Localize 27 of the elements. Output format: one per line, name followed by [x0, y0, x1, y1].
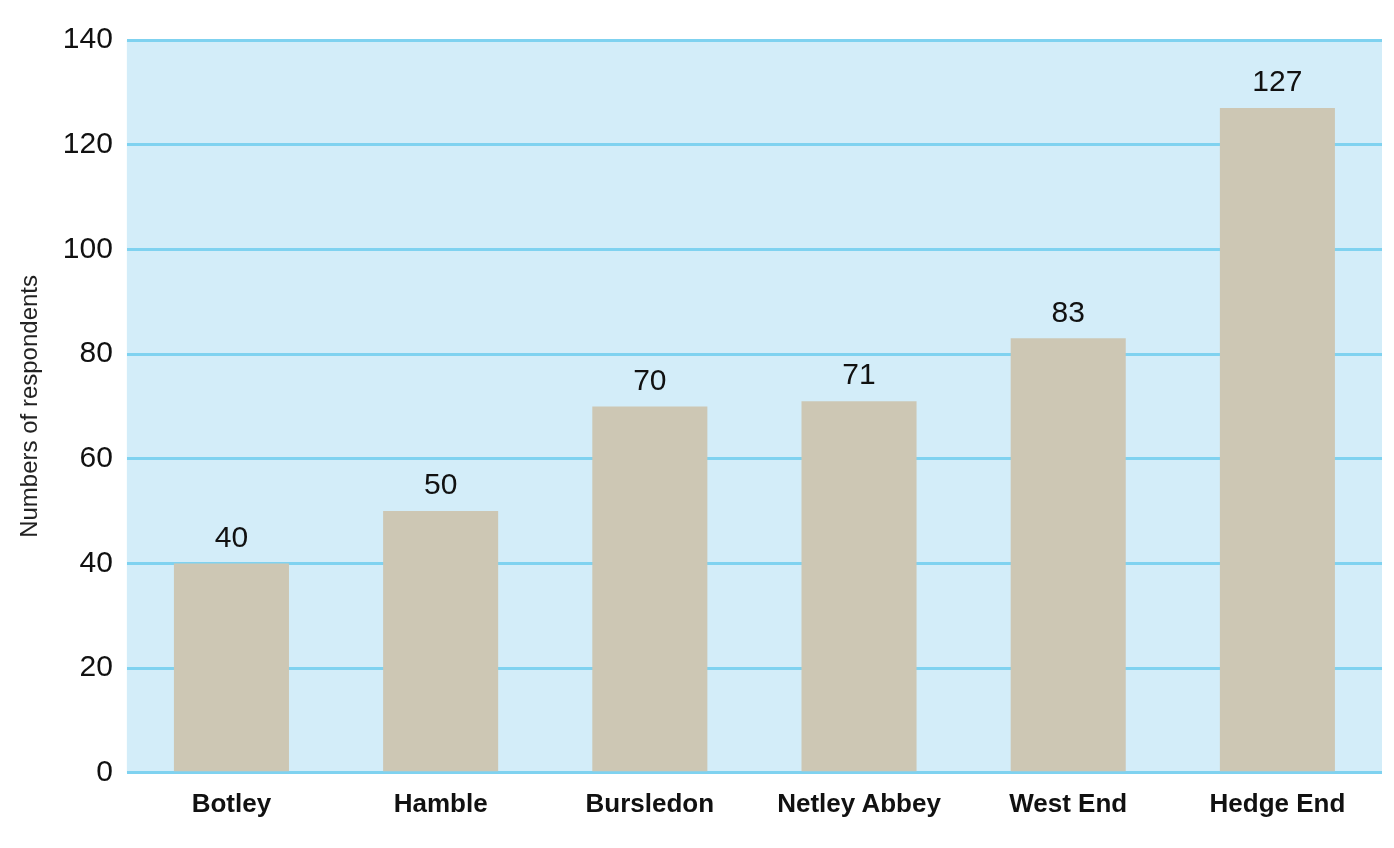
data-label: 127	[1252, 64, 1303, 98]
x-tick-label: Hedge End	[1209, 787, 1346, 818]
y-axis-title: Numbers of respondents	[15, 274, 43, 538]
y-tick-label: 0	[96, 754, 113, 788]
y-tick-label: 120	[62, 125, 113, 159]
bar	[592, 406, 708, 772]
bar	[383, 511, 499, 772]
y-tick-label: 80	[79, 335, 113, 369]
data-label: 50	[423, 467, 458, 501]
data-label: 70	[633, 362, 667, 396]
data-label: 83	[1051, 294, 1085, 328]
x-tick-label: Bursledon	[585, 787, 715, 818]
bar	[173, 563, 289, 772]
y-tick-label: 40	[79, 544, 113, 578]
y-tick-label: 100	[62, 230, 113, 264]
data-label: 40	[214, 519, 249, 553]
y-tick-label: 20	[79, 649, 113, 683]
y-tick-label: 60	[79, 440, 113, 474]
data-label: 71	[842, 357, 876, 391]
x-tick-label: Botley	[191, 787, 272, 818]
x-tick-label: Netley Abbey	[777, 787, 942, 818]
y-tick-label: 140	[62, 21, 113, 55]
bar	[801, 401, 917, 772]
bar	[1010, 338, 1126, 772]
x-tick-label: Hamble	[393, 787, 488, 818]
x-tick-label: West End	[1009, 787, 1128, 818]
bar	[1219, 108, 1335, 772]
